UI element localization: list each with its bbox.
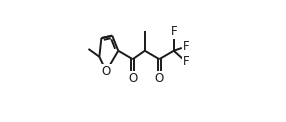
Text: O: O [102,65,111,78]
Text: F: F [182,40,189,53]
Text: F: F [182,55,189,68]
Text: O: O [128,72,137,85]
Text: F: F [170,25,177,38]
Text: O: O [155,72,164,85]
